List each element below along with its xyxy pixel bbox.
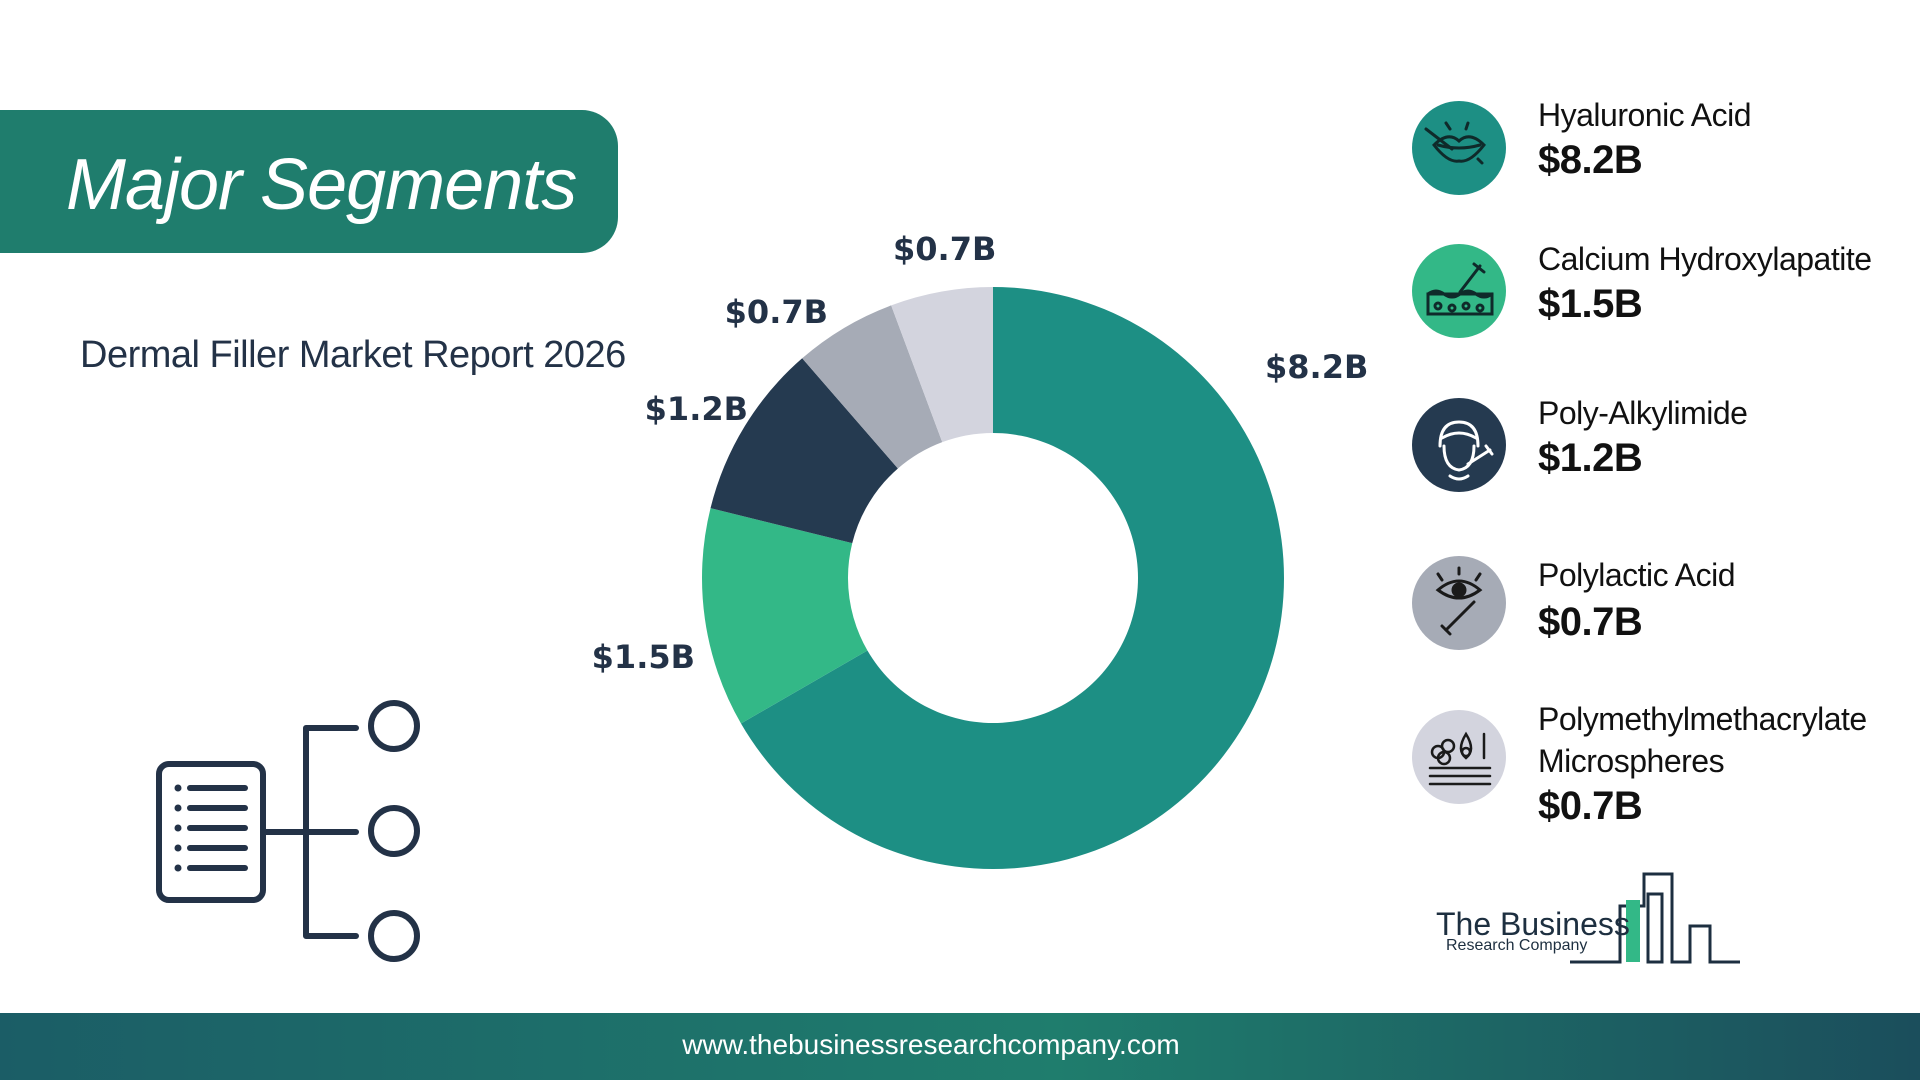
slice-polylactic-acid — [802, 305, 943, 469]
legend-item-poly-alkylimide: Poly-Alkylimide $1.2B — [1412, 392, 1912, 502]
face-injection-icon — [1412, 398, 1506, 492]
data-label-calcium-hydroxylapatite: $1.5B — [592, 638, 695, 676]
data-label-polylactic-acid: $0.7B — [725, 293, 828, 331]
slice-calcium-hydroxylapatite — [702, 508, 868, 724]
slice-pmma-microspheres — [891, 287, 993, 443]
legend-item-polylactic-acid: Polylactic Acid $0.7B — [1412, 556, 1912, 666]
data-label-pmma-microspheres: $0.7B — [893, 230, 996, 268]
logo-text: The Business — [1436, 906, 1630, 942]
data-label-poly-alkylimide: $1.2B — [645, 390, 748, 428]
lips-injection-icon — [1412, 101, 1506, 195]
footer-bar: www.thebusinessresearchcompany.com — [0, 1013, 1920, 1080]
slice-poly-alkylimide — [710, 358, 898, 544]
legend-item-calcium-hydroxylapatite: Calcium Hydroxylapatite $1.5B — [1412, 240, 1912, 350]
title-banner: Major Segments — [0, 110, 618, 253]
page-title: Major Segments — [66, 145, 577, 225]
microspheres-icon — [1412, 710, 1506, 804]
eye-injection-icon — [1412, 556, 1506, 650]
skin-injection-icon — [1412, 244, 1506, 338]
company-logo-icon — [1570, 872, 1740, 964]
segments-tree-icon — [156, 700, 420, 962]
slice-hyaluronic-acid — [740, 287, 1284, 869]
footer-url-link[interactable]: www.thebusinessresearchcompany.com — [682, 1029, 1180, 1060]
legend-item-hyaluronic-acid: Hyaluronic Acid $8.2B — [1412, 96, 1912, 206]
legend-item-polymethylmethacrylate-microspheres: Polymethylmethacrylate Microspheres $0.7B — [1412, 698, 1912, 828]
report-title: Dermal Filler Market Report 2026 — [80, 334, 626, 376]
logo-subtext: Research Company — [1446, 937, 1588, 954]
data-label-hyaluronic-acid: $8.2B — [1265, 348, 1368, 386]
